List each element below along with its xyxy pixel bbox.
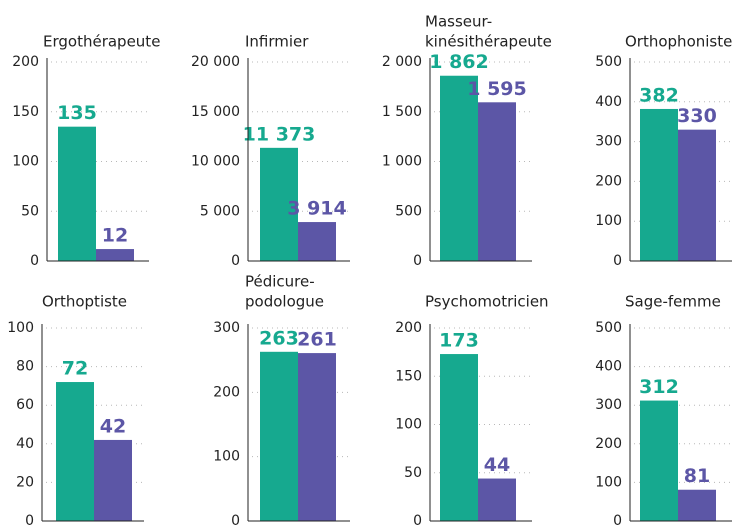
y-tick-label: 100 [7,320,34,336]
y-tick-label: 100 [12,154,39,170]
bar [640,400,678,521]
bar [96,249,134,261]
y-tick-label: 300 [213,320,240,336]
y-tick-label: 0 [413,253,422,269]
value-label: 263 [259,327,299,349]
bar [260,147,298,261]
y-tick-label: 40 [16,436,34,452]
value-label: 173 [439,330,479,352]
bar [260,351,298,521]
y-tick-label: 300 [595,397,622,413]
y-tick-label: 500 [395,203,422,219]
bar [640,108,678,262]
chart-title: Psychomotricien [425,293,549,311]
y-tick-label: 50 [404,465,422,481]
y-tick-label: 100 [213,449,240,465]
value-label: 3 914 [287,198,347,220]
y-tick-label: 0 [231,513,240,529]
value-label: 1 595 [467,78,527,100]
value-label: 11 373 [243,123,316,145]
chart-title: Orthophoniste [625,33,732,51]
y-tick-label: 2 000 [382,54,422,70]
bar [478,102,516,261]
y-tick-label: 150 [12,104,39,120]
bar [56,382,94,521]
y-tick-label: 15 000 [191,104,240,120]
bar [478,478,516,521]
y-tick-label: 5 000 [200,203,240,219]
y-tick-label: 100 [395,417,422,433]
value-label: 330 [677,105,717,127]
y-tick-label: 200 [595,173,622,189]
value-label: 81 [684,465,710,487]
chart-title: Sage-femme [625,293,721,311]
y-tick-label: 20 000 [191,54,240,70]
y-tick-label: 0 [231,253,240,269]
bar [58,126,96,261]
bar [298,222,336,261]
y-tick-label: 10 000 [191,154,240,170]
bar [298,353,336,521]
value-label: 135 [57,102,97,124]
y-tick-label: 400 [595,94,622,110]
y-tick-label: 0 [25,513,34,529]
y-tick-label: 200 [12,54,39,70]
bar [678,489,716,521]
value-label: 42 [100,415,126,437]
value-label: 44 [484,454,510,476]
y-tick-label: 100 [595,474,622,490]
y-tick-label: 50 [21,203,39,219]
y-tick-label: 200 [595,436,622,452]
chart-title: Ergothérapeute [43,33,160,51]
chart-title: Infirmier [245,33,309,51]
value-label: 312 [639,376,679,398]
value-label: 72 [62,358,88,380]
y-tick-label: 20 [16,474,34,490]
y-tick-label: 500 [595,320,622,336]
y-tick-label: 80 [16,359,34,375]
chart-title: podologue [245,293,324,311]
y-tick-label: 0 [613,253,622,269]
y-tick-label: 1 000 [382,154,422,170]
bar [440,354,478,521]
bar [678,129,716,261]
y-tick-label: 500 [595,54,622,70]
chart-title: Masseur- [425,13,492,31]
y-tick-label: 400 [595,359,622,375]
bar [94,439,132,521]
y-tick-label: 60 [16,397,34,413]
y-tick-label: 200 [395,320,422,336]
y-tick-label: 200 [213,384,240,400]
y-tick-label: 1 500 [382,104,422,120]
chart-title: Pédicure- [245,273,315,291]
value-label: 261 [297,329,337,351]
bar [440,75,478,261]
y-tick-label: 0 [30,253,39,269]
y-tick-label: 100 [595,213,622,229]
chart-title: Orthoptiste [42,293,127,311]
chart-title: kinésithérapeute [425,33,552,51]
y-tick-label: 0 [613,513,622,529]
value-label: 12 [102,225,128,247]
y-tick-label: 300 [595,134,622,150]
value-label: 1 862 [429,51,489,73]
y-tick-label: 150 [395,368,422,384]
y-tick-label: 0 [413,513,422,529]
value-label: 382 [639,84,679,106]
